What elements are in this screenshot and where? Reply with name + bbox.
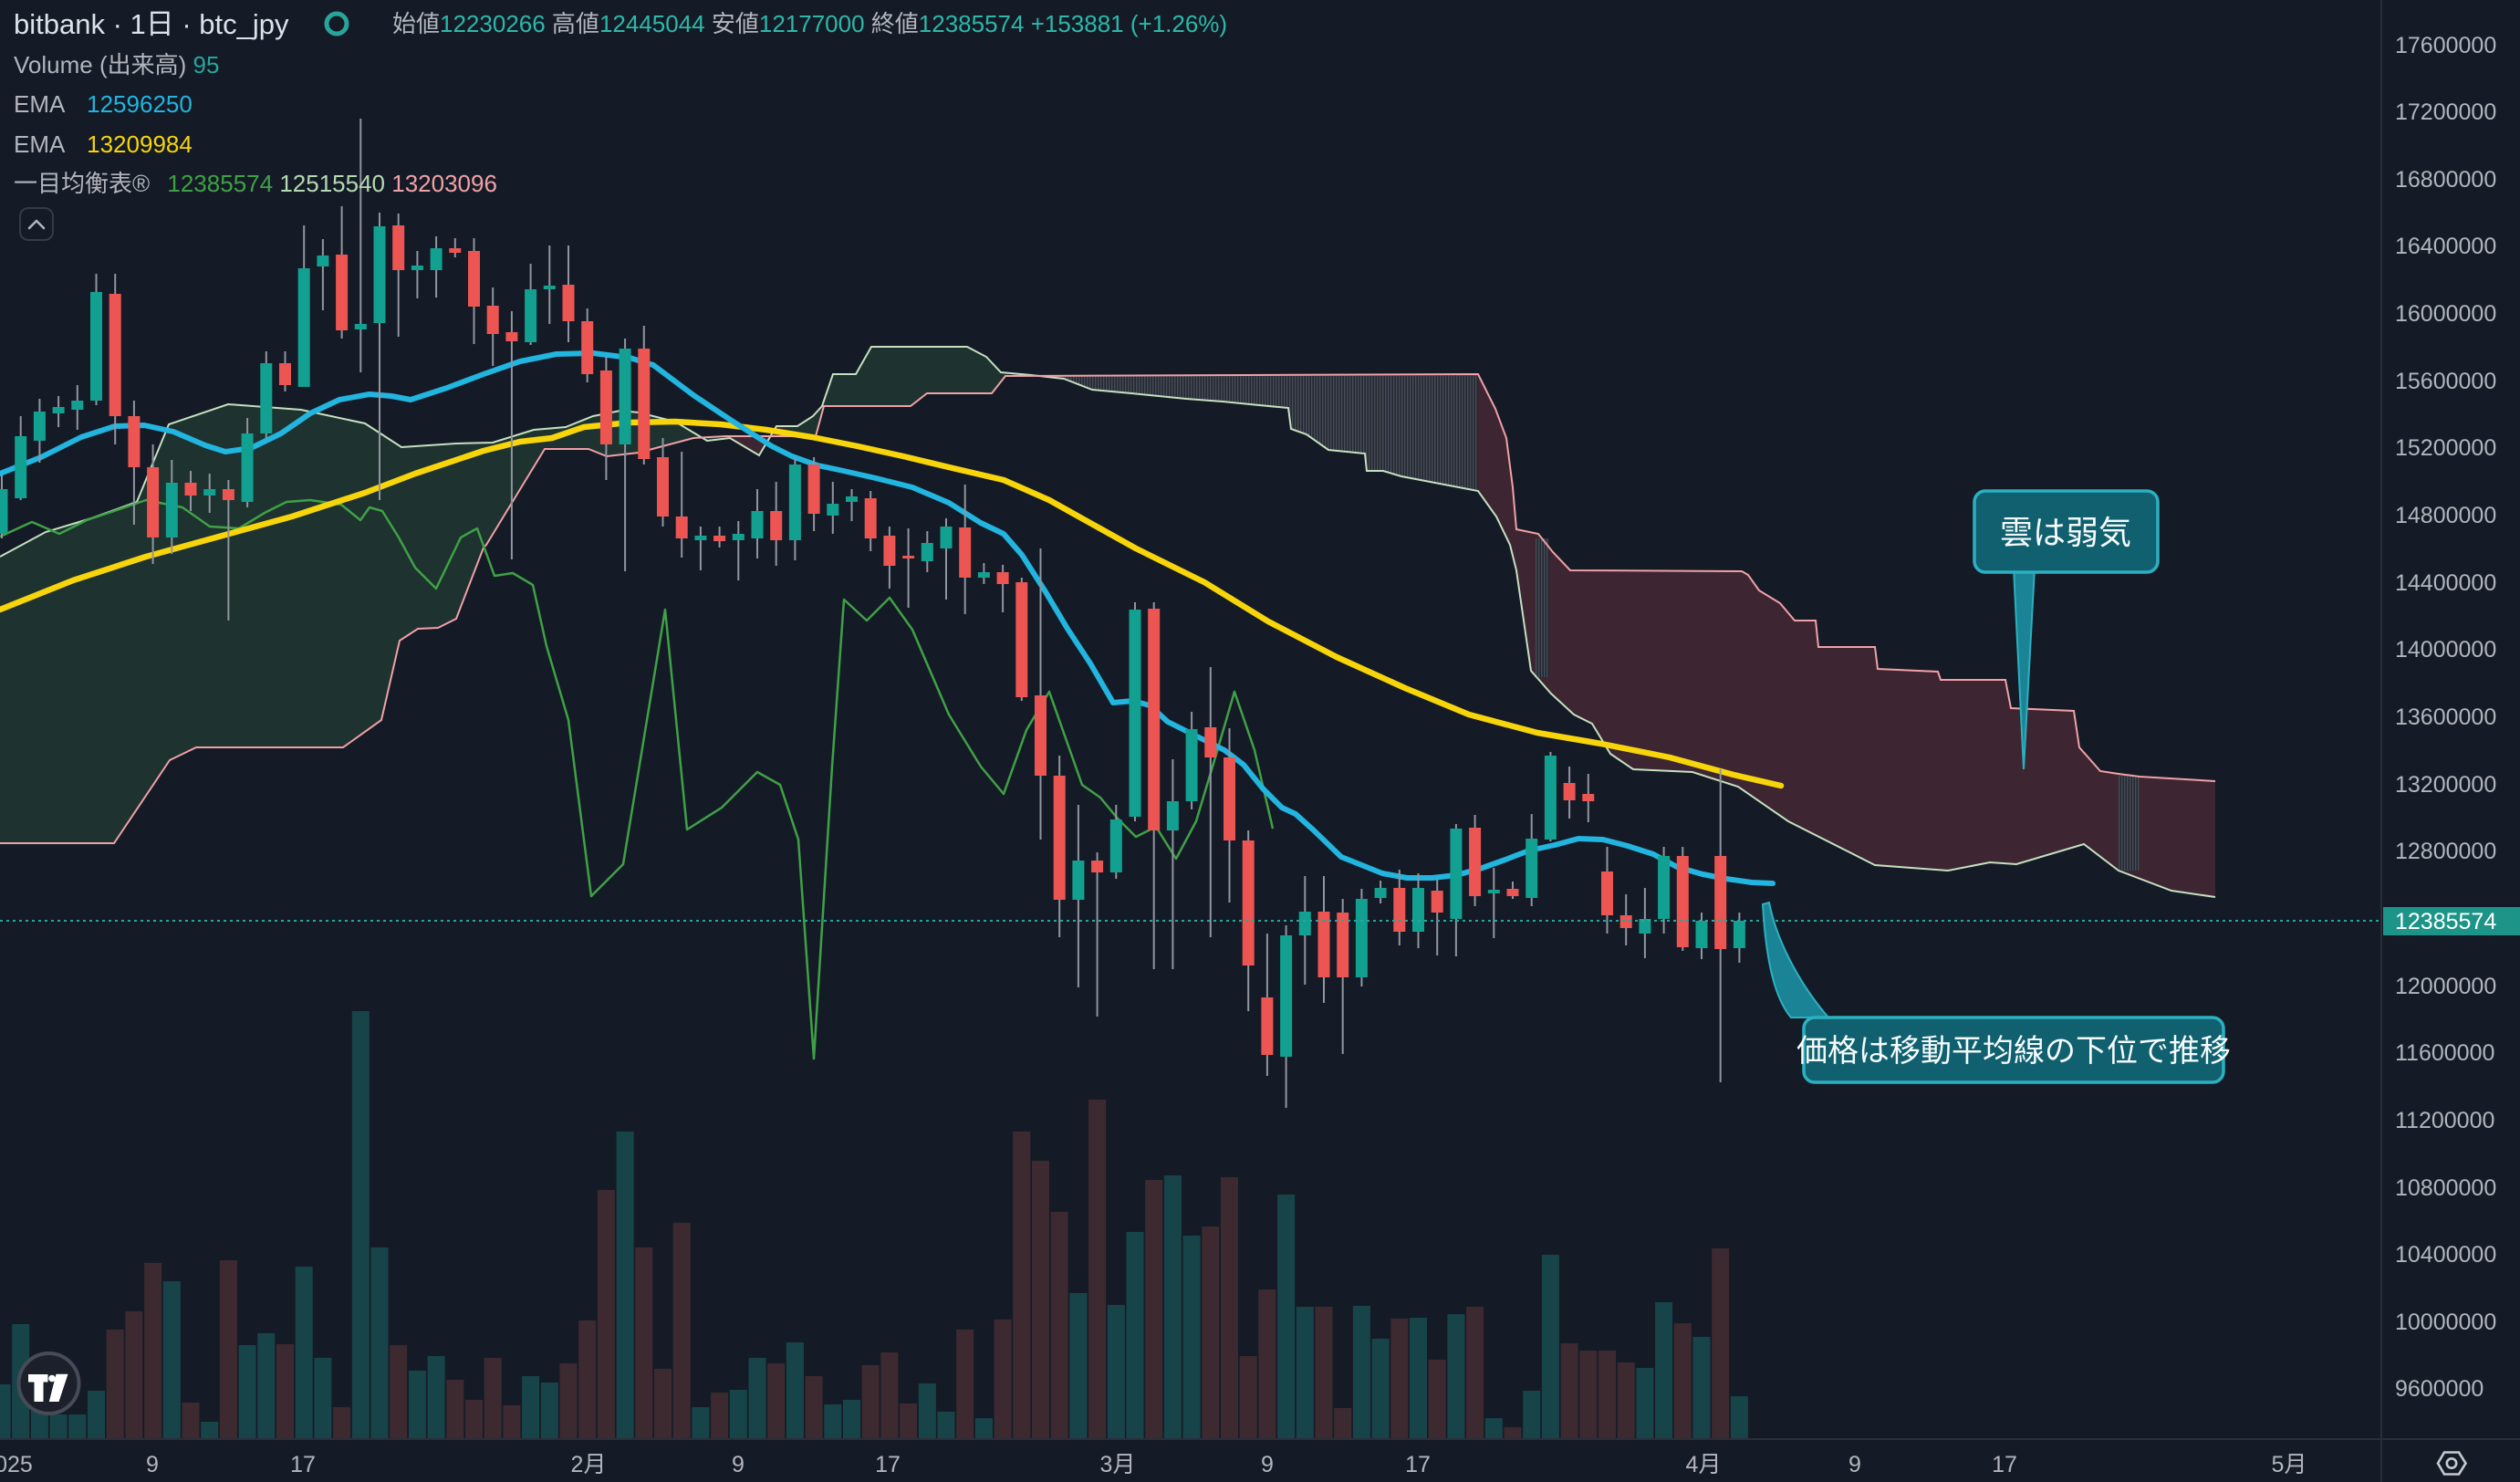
svg-text:9: 9 — [1848, 1452, 1861, 1477]
svg-text:15600000: 15600000 — [2395, 369, 2496, 394]
svg-text:3月: 3月 — [1100, 1452, 1136, 1477]
svg-text:bitbank · 1日 · btc_jpy: bitbank · 1日 · btc_jpy — [14, 8, 289, 40]
svg-text:15200000: 15200000 — [2395, 435, 2496, 461]
svg-text:Volume (出来高) 95: Volume (出来高) 95 — [14, 51, 219, 78]
svg-text:9: 9 — [1261, 1452, 1274, 1477]
svg-text:13600000: 13600000 — [2395, 704, 2496, 730]
svg-text:17: 17 — [1992, 1452, 2017, 1477]
svg-text:5月: 5月 — [2272, 1452, 2307, 1477]
svg-text:16800000: 16800000 — [2395, 167, 2496, 193]
svg-text:17: 17 — [1405, 1452, 1431, 1477]
svg-text:12385574: 12385574 — [2395, 909, 2496, 934]
svg-text:12000000: 12000000 — [2395, 974, 2496, 999]
svg-text:14000000: 14000000 — [2395, 637, 2496, 663]
svg-text:9: 9 — [146, 1452, 159, 1477]
svg-text:EMA 12596250: EMA 12596250 — [14, 90, 193, 118]
svg-text:一目均衡表® 12385574 12515540 13203: 一目均衡表® 12385574 12515540 13203096 — [14, 170, 497, 197]
svg-text:2月: 2月 — [571, 1452, 607, 1477]
svg-text:10000000: 10000000 — [2395, 1310, 2496, 1335]
svg-text:11600000: 11600000 — [2395, 1040, 2494, 1066]
svg-text:12800000: 12800000 — [2395, 839, 2496, 864]
svg-text:価格は移動平均線の下位で推移: 価格は移動平均線の下位で推移 — [1796, 1034, 2231, 1069]
svg-text:9600000: 9600000 — [2395, 1376, 2484, 1402]
svg-text:17600000: 17600000 — [2395, 33, 2496, 58]
svg-text:14800000: 14800000 — [2395, 503, 2496, 528]
svg-text:16000000: 16000000 — [2395, 301, 2496, 327]
svg-text:17200000: 17200000 — [2395, 99, 2496, 125]
svg-text:9: 9 — [732, 1452, 745, 1477]
svg-text:11200000: 11200000 — [2395, 1108, 2494, 1133]
svg-text:2025: 2025 — [0, 1452, 33, 1477]
svg-text:16400000: 16400000 — [2395, 234, 2496, 259]
svg-text:17: 17 — [290, 1452, 316, 1477]
svg-text:EMA 13209984: EMA 13209984 — [14, 130, 193, 158]
svg-text:10800000: 10800000 — [2395, 1175, 2496, 1201]
svg-text:雲は弱気: 雲は弱気 — [2000, 514, 2131, 551]
svg-text:始値12230266 高値12445044 安値121770: 始値12230266 高値12445044 安値12177000 終値12385… — [392, 10, 1227, 37]
svg-text:17: 17 — [875, 1452, 901, 1477]
svg-text:4月: 4月 — [1686, 1452, 1722, 1477]
svg-text:10400000: 10400000 — [2395, 1242, 2496, 1268]
svg-text:13200000: 13200000 — [2395, 772, 2496, 798]
svg-text:14400000: 14400000 — [2395, 570, 2496, 596]
